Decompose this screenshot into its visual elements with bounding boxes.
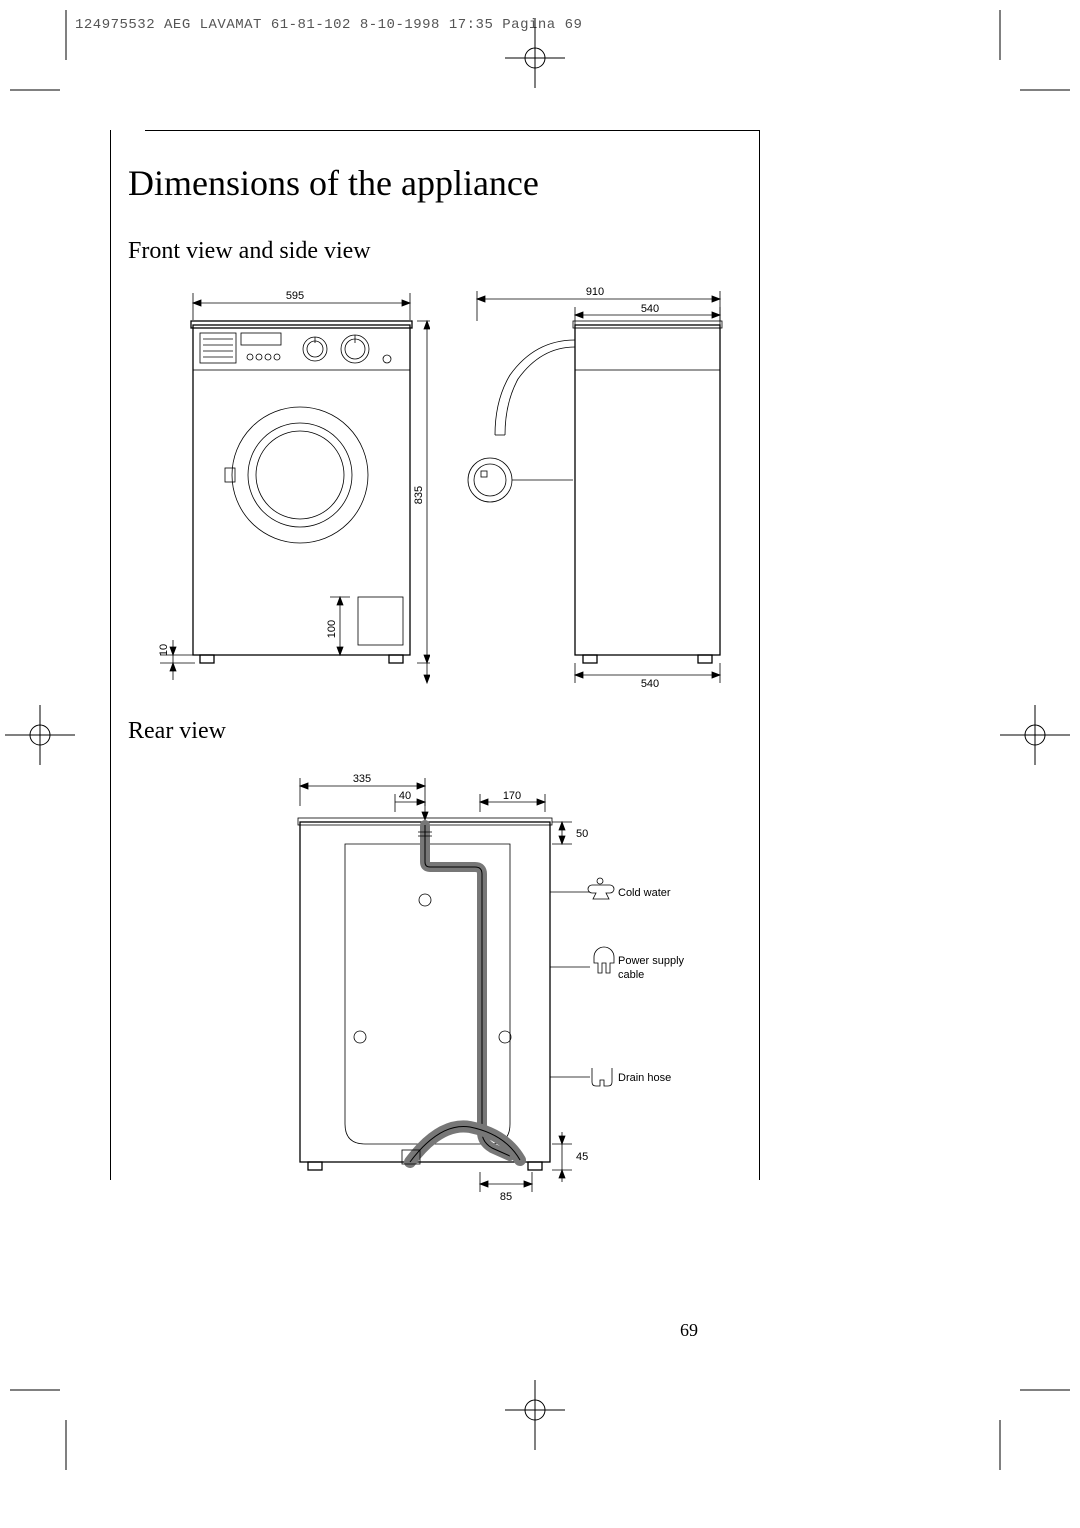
page-number: 69 <box>680 1320 698 1341</box>
callout-power-cable-1: Power supply <box>618 955 685 967</box>
callout-drain-hose: Drain hose <box>618 1072 671 1084</box>
registration-mark-left <box>5 705 75 765</box>
page-left-rule <box>110 130 111 1180</box>
dim-front-height: 835 <box>413 486 425 504</box>
diagram-rear-view: 335 40 170 50 <box>270 772 710 1222</box>
callout-power-cable-2: cable <box>618 969 644 981</box>
callout-cold-water: Cold water <box>618 887 671 899</box>
diagram-side-view: 910 540 540 <box>465 285 745 690</box>
dim-rear-335: 335 <box>353 773 371 785</box>
registration-mark-right <box>1000 705 1070 765</box>
section-title-rear: Rear view <box>128 718 226 745</box>
dim-rear-40: 40 <box>399 790 411 802</box>
dim-front-width: 595 <box>286 290 304 302</box>
dim-rear-50: 50 <box>576 828 588 840</box>
dim-front-feet: 10 <box>158 644 170 656</box>
dim-side-bottom540: 540 <box>641 678 659 690</box>
diagram-front-view: 595 <box>155 285 430 690</box>
registration-mark-bottom <box>505 1380 565 1450</box>
dim-side-top540: 540 <box>641 303 659 315</box>
dim-front-kick: 100 <box>326 620 338 638</box>
dim-rear-45: 45 <box>576 1151 588 1163</box>
registration-mark-top <box>505 18 565 88</box>
dim-rear-170: 170 <box>503 790 521 802</box>
page-title: Dimensions of the appliance <box>128 162 539 204</box>
section-title-front-side: Front view and side view <box>128 238 371 265</box>
dim-rear-85: 85 <box>500 1191 512 1203</box>
dim-side-overall: 910 <box>586 286 604 298</box>
crop-mark-top-right <box>960 0 1080 100</box>
